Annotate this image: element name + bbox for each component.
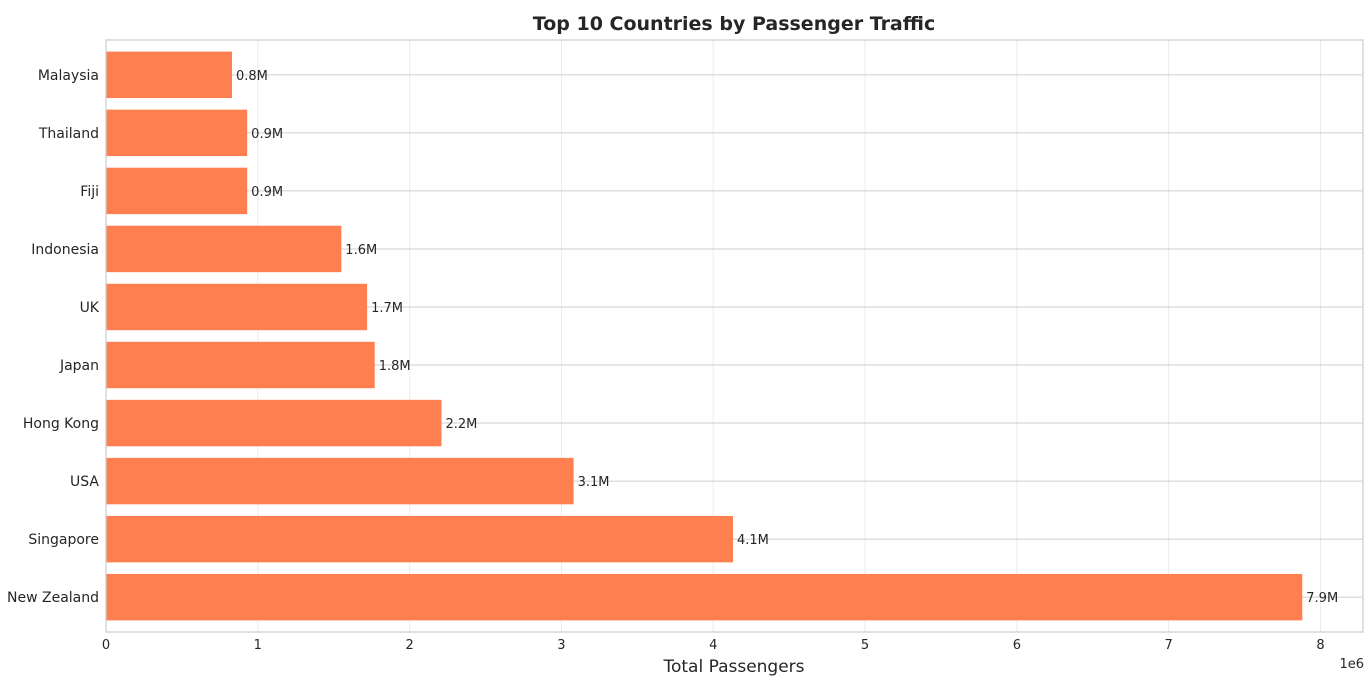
- x-tick-label: 8: [1316, 638, 1324, 653]
- bar: [106, 283, 368, 331]
- bar-value-label: 0.9M: [251, 185, 283, 200]
- y-tick-label: USA: [70, 474, 99, 490]
- x-axis-label: Total Passengers: [662, 657, 804, 677]
- bar: [106, 109, 248, 157]
- x-tick-label: 0: [102, 638, 110, 653]
- bar-value-label: 1.8M: [379, 359, 411, 374]
- y-tick-label: Thailand: [38, 126, 99, 142]
- bar: [106, 167, 248, 215]
- y-tick-label: Japan: [59, 358, 99, 374]
- bar: [106, 225, 342, 273]
- x-tick-label: 2: [405, 638, 413, 653]
- bar: [106, 457, 574, 505]
- x-tick-label: 7: [1165, 638, 1173, 653]
- y-tick-label: Indonesia: [31, 242, 99, 258]
- bar-value-label: 4.1M: [737, 533, 769, 548]
- plot-frame: [105, 39, 1364, 633]
- y-tick-label: UK: [80, 300, 100, 316]
- x-tick-label: 3: [557, 638, 565, 653]
- bar: [106, 399, 442, 447]
- bar-value-label: 1.6M: [345, 243, 377, 258]
- y-tick-label: Hong Kong: [23, 416, 99, 432]
- x-tick-label: 4: [709, 638, 717, 653]
- x-tick-label: 5: [861, 638, 869, 653]
- bar-value-label: 0.8M: [236, 69, 268, 84]
- bar-value-label: 1.7M: [371, 301, 403, 316]
- y-tick-label: Malaysia: [38, 68, 99, 84]
- bar-value-label: 7.9M: [1306, 591, 1338, 606]
- bar-value-label: 2.2M: [446, 417, 478, 432]
- y-tick-label: New Zealand: [7, 590, 99, 606]
- bar: [106, 51, 233, 99]
- bar: [106, 341, 375, 389]
- y-tick-label: Fiji: [80, 184, 99, 200]
- bar-value-label: 3.1M: [578, 475, 610, 490]
- x-tick-label: 6: [1013, 638, 1021, 653]
- y-tick-label: Singapore: [28, 532, 99, 548]
- x-offset-label: 1e6: [1339, 657, 1364, 672]
- chart-title: Top 10 Countries by Passenger Traffic: [533, 13, 935, 35]
- bar: [106, 515, 733, 563]
- x-tick-label: 1: [254, 638, 262, 653]
- bar-value-label: 0.9M: [251, 127, 283, 142]
- bar: [106, 573, 1303, 621]
